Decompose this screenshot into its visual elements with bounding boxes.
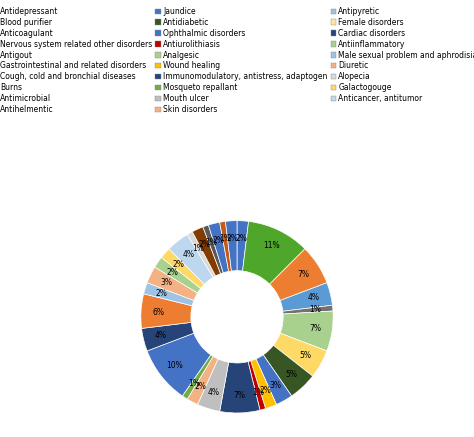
Wedge shape (144, 283, 194, 306)
Wedge shape (198, 359, 228, 411)
Wedge shape (147, 267, 198, 301)
Wedge shape (147, 333, 211, 396)
Wedge shape (187, 232, 216, 277)
Text: 2%: 2% (172, 260, 184, 269)
Text: 2%: 2% (166, 267, 178, 277)
Wedge shape (142, 323, 194, 351)
Text: 11%: 11% (263, 242, 280, 250)
Text: 5%: 5% (300, 351, 312, 360)
Text: 1%: 1% (205, 238, 217, 247)
Text: 5%: 5% (285, 370, 297, 379)
Wedge shape (226, 221, 237, 271)
Text: 1%: 1% (219, 234, 231, 243)
Wedge shape (251, 359, 276, 409)
Text: 7%: 7% (309, 324, 321, 333)
Legend: Antidepressant, Blood purifier, Anticoagulant, Nervous system related other diso: Antidepressant, Blood purifier, Anticoag… (0, 4, 474, 117)
Wedge shape (280, 311, 333, 351)
Text: 2%: 2% (156, 289, 168, 298)
Wedge shape (283, 305, 333, 314)
Wedge shape (192, 227, 220, 276)
Wedge shape (209, 222, 228, 273)
Text: 1%: 1% (192, 244, 204, 253)
Text: 1%: 1% (188, 378, 200, 388)
Text: 2%: 2% (199, 240, 210, 250)
Wedge shape (248, 361, 265, 410)
Text: 3%: 3% (270, 381, 282, 390)
Text: 6%: 6% (152, 308, 164, 316)
Text: 3%: 3% (160, 278, 172, 287)
Wedge shape (256, 355, 292, 405)
Text: 2%: 2% (259, 386, 271, 395)
Wedge shape (263, 345, 313, 396)
Text: 2%: 2% (236, 234, 248, 243)
Wedge shape (169, 235, 213, 284)
Wedge shape (161, 249, 204, 288)
Wedge shape (280, 283, 332, 311)
Wedge shape (270, 249, 327, 301)
Text: 4%: 4% (208, 388, 219, 397)
Text: 4%: 4% (308, 294, 319, 302)
Wedge shape (182, 355, 213, 399)
Text: 7%: 7% (233, 391, 246, 400)
Text: 4%: 4% (155, 331, 166, 340)
Wedge shape (155, 257, 201, 293)
Wedge shape (237, 221, 248, 271)
Wedge shape (187, 356, 218, 405)
Wedge shape (203, 225, 223, 274)
Text: 2%: 2% (212, 236, 224, 245)
Text: 2%: 2% (226, 234, 238, 243)
Text: 10%: 10% (166, 361, 183, 370)
Wedge shape (273, 333, 327, 376)
Wedge shape (141, 294, 192, 329)
Text: 2%: 2% (194, 382, 206, 391)
Text: 4%: 4% (182, 250, 194, 259)
Wedge shape (219, 362, 260, 413)
Wedge shape (243, 222, 305, 284)
Text: 1%: 1% (252, 388, 264, 397)
Text: 1%: 1% (310, 305, 321, 314)
Wedge shape (219, 222, 231, 271)
Text: 7%: 7% (297, 270, 309, 278)
